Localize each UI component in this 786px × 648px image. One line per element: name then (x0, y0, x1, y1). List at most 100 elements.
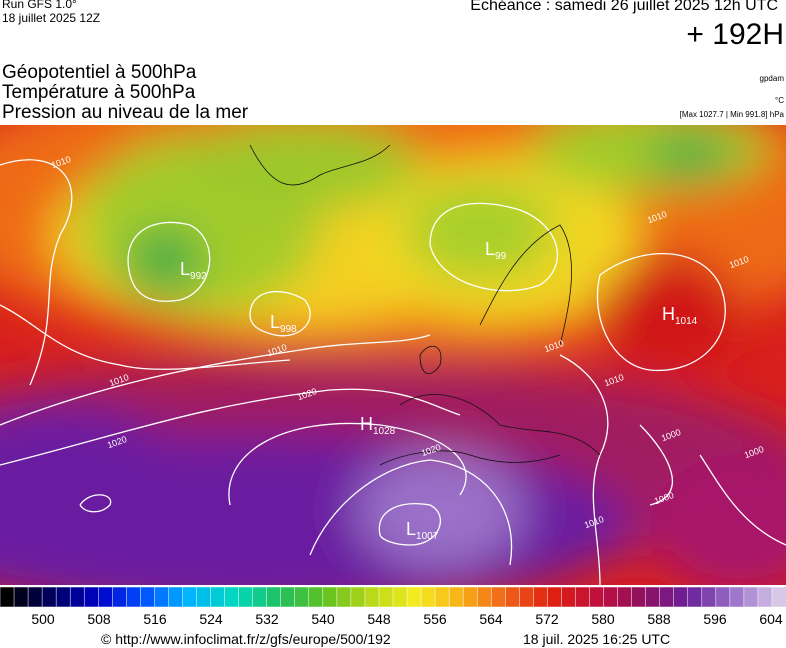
colorbar-swatch (224, 586, 240, 608)
colorbar-swatch (322, 586, 338, 608)
colorbar-swatch (575, 586, 591, 608)
colorbar-swatch (13, 586, 29, 608)
colorbar-swatch (210, 586, 226, 608)
colorbar-label: 556 (423, 611, 447, 627)
colorbar-swatch (238, 586, 254, 608)
colorbar-swatch (519, 586, 534, 608)
colorbar-swatch (687, 586, 703, 608)
center-type: L (180, 259, 190, 279)
unit: [Max 1027.7 | Min 991.8] hPa (679, 110, 784, 119)
colorbar-swatch (69, 586, 85, 608)
colorbar-swatch (83, 586, 99, 608)
colorbar-swatch (448, 586, 464, 608)
colorbar-swatch (434, 586, 450, 608)
colorbar-swatch (659, 586, 675, 608)
colorbar-swatch (420, 586, 436, 608)
colorbar-swatch (645, 586, 661, 608)
colorbar-label: 572 (535, 611, 559, 627)
colorbar-label: 524 (199, 611, 223, 627)
colorbar-swatch (294, 586, 310, 608)
colorbar-swatch (168, 586, 184, 608)
colorbar-swatch (715, 586, 731, 608)
colorbar-swatch (406, 586, 422, 608)
colorbar-swatch (154, 586, 169, 608)
center-type: H (662, 304, 675, 324)
colorbar-label: 596 (703, 611, 727, 627)
run: Run GFS 1.0° (2, 0, 77, 11)
colorbar-label: 604 (759, 611, 783, 627)
colorbar-label: 508 (87, 611, 111, 627)
colorbar-swatch (364, 586, 380, 608)
colorbar-swatch (252, 586, 268, 608)
colorbar: 500 508 516 524 532 540 548 556 564 572 580 588 596 6… (0, 586, 786, 627)
coastlines (249, 144, 601, 466)
colorbar-label: 564 (479, 611, 503, 627)
colorbar-swatch (757, 586, 773, 608)
colorbar-swatch (126, 586, 141, 608)
unit: gpdam (759, 74, 784, 83)
colorbar-swatch (603, 586, 619, 608)
colorbar-swatch (505, 586, 520, 608)
pressure-center: L1007 (406, 519, 439, 542)
field: Pression au niveau de la mer (2, 102, 249, 123)
colorbar-swatch (729, 586, 745, 608)
colorbar-swatch (350, 586, 366, 608)
timestamp: 18 juil. 2025 16:25 UTC (523, 631, 671, 647)
colorbar-label: 588 (647, 611, 671, 627)
colorbar-swatch (280, 586, 296, 608)
colorbar-label: 516 (143, 611, 167, 627)
colorbar-swatch (336, 586, 352, 608)
center-value: 1028 (373, 426, 396, 437)
colorbar-swatch (462, 586, 478, 608)
center-type: H (360, 414, 373, 434)
colorbar-swatch (743, 586, 759, 608)
center-value: 1014 (675, 316, 698, 327)
map: L992L998L99H1014H1028L100710101010102010… (0, 125, 786, 585)
field: Température à 500hPa (2, 82, 196, 103)
pressure-center: L998 (270, 312, 297, 335)
colorbar-swatch (55, 586, 71, 608)
center-value: 998 (280, 324, 297, 335)
center-value: 1007 (416, 531, 439, 542)
center-value: 992 (190, 271, 207, 282)
colorbar-swatch (547, 586, 562, 608)
center-value: 99 (495, 251, 507, 262)
colorbar-swatch (589, 586, 605, 608)
source: © http://www.infoclimat.fr/z/gfs/europe/… (101, 631, 391, 647)
colorbar-swatch (140, 586, 155, 608)
colorbar-swatch (27, 586, 43, 608)
colorbar-swatch (701, 586, 717, 608)
colorbar-swatch (196, 586, 212, 608)
colorbar-swatch (617, 586, 633, 608)
colorbar-swatch (266, 586, 282, 608)
colorbar-swatch (392, 586, 408, 608)
colorbar-label: 548 (367, 611, 391, 627)
colorbar-label: 580 (591, 611, 615, 627)
colorbar-swatch (476, 586, 492, 608)
colorbar-swatch (112, 586, 127, 608)
colorbar-swatch (561, 586, 577, 608)
colorbar-swatch (533, 586, 548, 608)
colorbar-swatch (673, 586, 689, 608)
center-type: L (406, 519, 416, 539)
center-type: L (485, 239, 495, 259)
pressure-center: L99 (485, 239, 507, 262)
lead-time: + 192H (686, 18, 784, 51)
colorbar-swatch (378, 586, 394, 608)
colorbar-swatch (182, 586, 198, 608)
colorbar-swatch (631, 586, 647, 608)
pressure-center: L992 (180, 259, 207, 282)
colorbar-label: 540 (311, 611, 335, 627)
forecast: Echéance : samedi 26 juillet 2025 12h UT… (470, 0, 778, 14)
colorbar-swatch (0, 586, 15, 608)
colorbar-swatch (41, 586, 57, 608)
colorbar-swatch (98, 586, 113, 608)
pressure-center: H1014 (662, 304, 698, 327)
field: Géopotentiel à 500hPa (2, 62, 197, 83)
center-type: L (270, 312, 280, 332)
colorbar-label: 500 (31, 611, 55, 627)
colorbar-swatch (308, 586, 324, 608)
colorbar-label: 532 (255, 611, 279, 627)
colorbar-swatch (771, 586, 786, 608)
